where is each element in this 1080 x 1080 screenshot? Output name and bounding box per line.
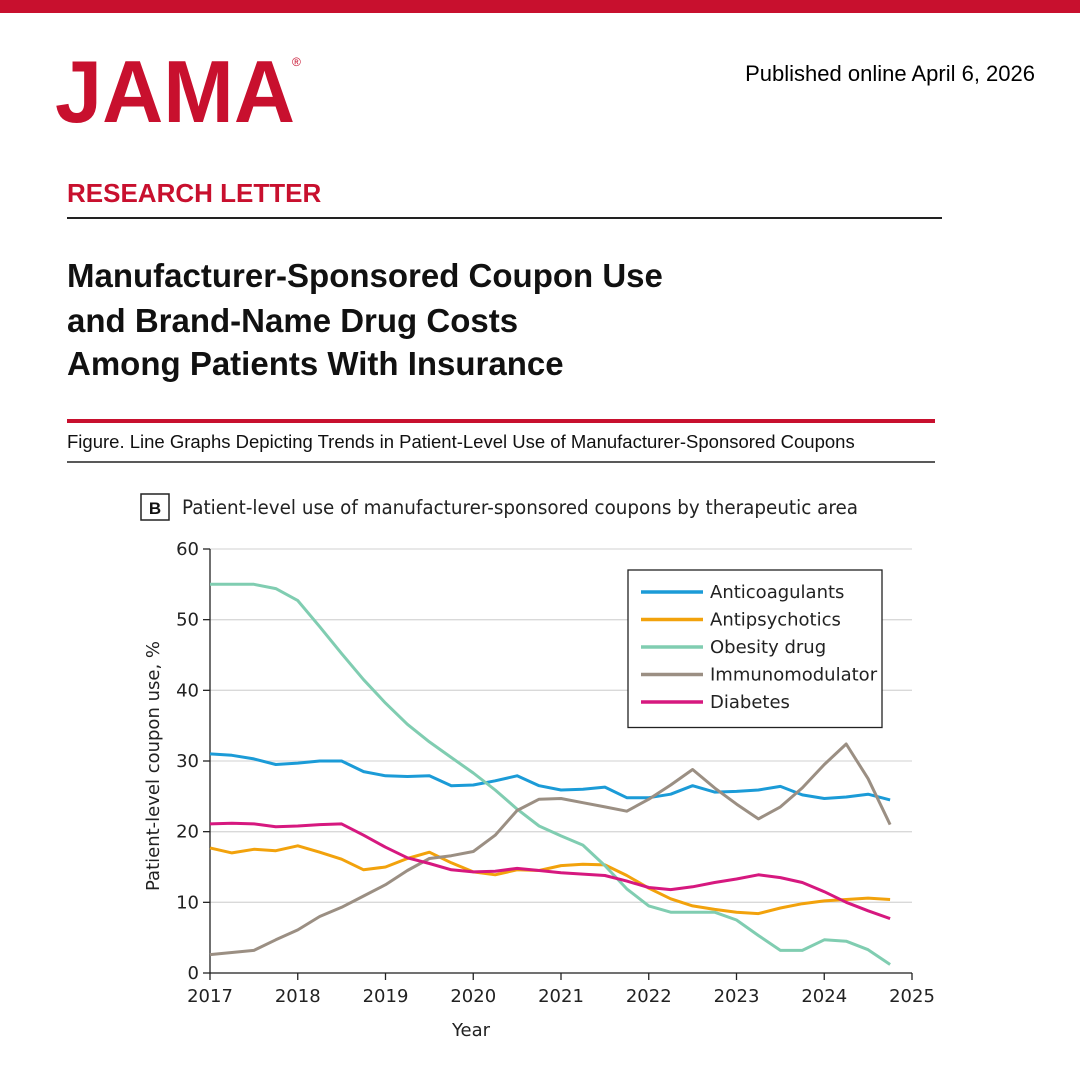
published-date: Published online April 6, 2026 — [745, 61, 1035, 86]
title-line: and Brand-Name Drug Costs — [67, 302, 518, 339]
x-tick-label: 2021 — [538, 986, 584, 1007]
x-tick-label: 2025 — [889, 986, 935, 1007]
x-tick-label: 2020 — [450, 986, 496, 1007]
y-tick-label: 50 — [176, 610, 199, 631]
title-line: Manufacturer-Sponsored Coupon Use — [67, 257, 663, 294]
panel-label: B — [149, 499, 161, 518]
legend-label: Antipsychotics — [710, 610, 841, 631]
series-line — [210, 582, 891, 966]
chart: 0 10 20 30 40 50 60 2017 2018 2019 2020 2021 2022 202… — [143, 539, 935, 1041]
top-bar — [0, 0, 1080, 13]
x-tick-label: 2024 — [801, 986, 847, 1007]
x-axis-label: Year — [451, 1020, 491, 1041]
x-tick-label: 2023 — [714, 986, 760, 1007]
y-tick-label: 30 — [176, 751, 199, 772]
y-tick-label: 40 — [176, 680, 199, 701]
figure-caption: Figure. Line Graphs Depicting Trends in … — [67, 431, 855, 452]
x-tick-label: 2017 — [187, 986, 233, 1007]
legend-label: Diabetes — [710, 692, 790, 713]
y-tick-label: 10 — [176, 892, 199, 913]
section-label: RESEARCH LETTER — [67, 178, 321, 208]
series-line — [209, 844, 891, 916]
logo: JAMA — [55, 42, 295, 141]
y-tick-label: 20 — [176, 822, 199, 843]
series-line — [209, 821, 891, 921]
logo-mark: ® — [292, 55, 301, 69]
legend-label: Immunomodulator — [710, 665, 878, 686]
legend-label: Anticoagulants — [710, 582, 844, 603]
title-line: Among Patients With Insurance — [67, 345, 564, 382]
panel-title: Patient-level use of manufacturer-sponso… — [182, 496, 858, 519]
y-tick-label: 60 — [176, 539, 199, 560]
panel-box — [140, 493, 170, 521]
series-line — [209, 742, 892, 957]
x-tick-label: 2022 — [626, 986, 672, 1007]
legend-label: Obesity drug — [710, 637, 826, 658]
series-line — [209, 752, 891, 802]
y-tick-label: 0 — [188, 963, 199, 984]
x-tick-label: 2019 — [363, 986, 409, 1007]
y-axis-label: Patient-level coupon use, % — [143, 641, 164, 891]
x-tick-label: 2018 — [275, 986, 321, 1007]
